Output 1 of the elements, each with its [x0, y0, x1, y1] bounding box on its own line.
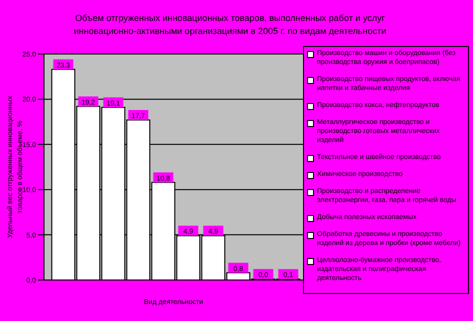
chart-title: Объем отгруженных инновационных товаров, выполненных работ и услуг инновационно-активными организациями в 2005 г. по видам деятельности: [72, 12, 388, 38]
